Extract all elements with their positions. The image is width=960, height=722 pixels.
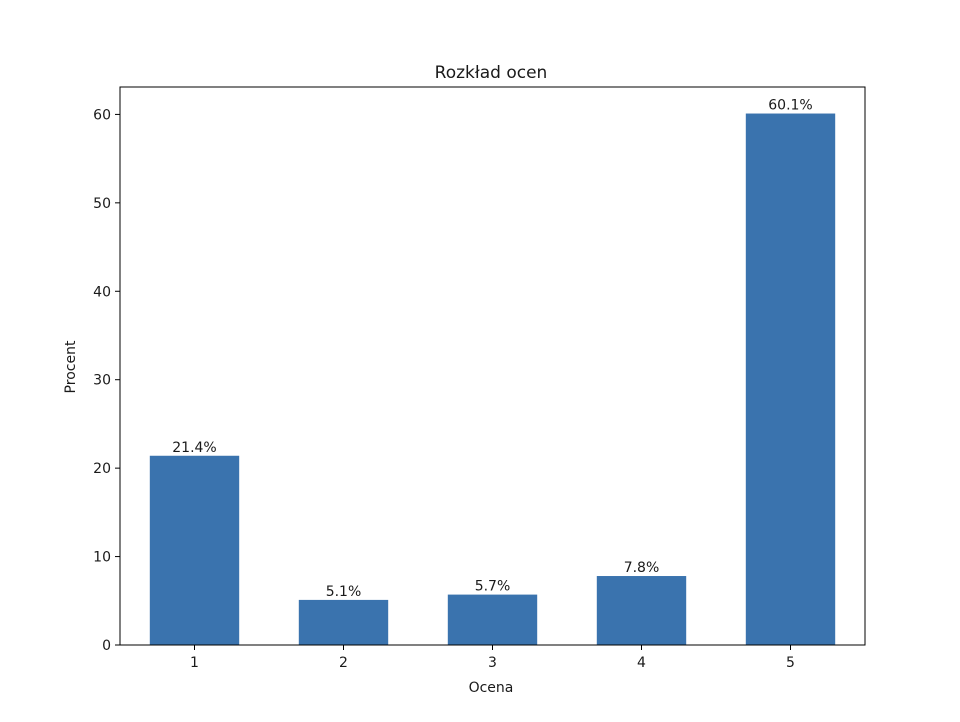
y-tick-label-10: 10	[93, 550, 111, 566]
x-tick-label-1: 1	[190, 655, 199, 671]
bar-3	[447, 594, 538, 645]
y-axis: 0 10 20 30 40 50 60	[93, 107, 120, 654]
y-tick-label-30: 30	[93, 373, 111, 389]
chart-title: Rozkład ocen	[435, 63, 548, 83]
data-labels-group: 21.4% 5.1% 5.7% 7.8% 60.1%	[172, 98, 812, 600]
data-label-4: 7.8%	[624, 560, 660, 576]
y-tick-label-40: 40	[93, 284, 111, 300]
data-label-5: 60.1%	[768, 98, 812, 114]
bar-1	[149, 455, 240, 645]
y-tick-label-20: 20	[93, 461, 111, 477]
bar-4	[596, 576, 687, 645]
x-tick-label-4: 4	[637, 655, 646, 671]
y-tick-label-50: 50	[93, 196, 111, 212]
x-tick-label-5: 5	[786, 655, 795, 671]
data-label-2: 5.1%	[326, 584, 362, 600]
y-tick-label-0: 0	[102, 638, 111, 654]
y-tick-label-60: 60	[93, 107, 111, 123]
data-label-1: 21.4%	[172, 440, 216, 456]
x-tick-label-3: 3	[488, 655, 497, 671]
x-tick-label-2: 2	[339, 655, 348, 671]
plot-frame	[119, 86, 866, 646]
x-axis: 1 2 3 4 5	[190, 645, 795, 671]
bar-5	[745, 113, 836, 646]
x-axis-label: Ocena	[469, 680, 514, 696]
data-label-3: 5.7%	[475, 579, 511, 595]
bar-2	[298, 599, 389, 645]
bars-group	[149, 113, 836, 646]
y-axis-label: Procent	[63, 340, 79, 393]
